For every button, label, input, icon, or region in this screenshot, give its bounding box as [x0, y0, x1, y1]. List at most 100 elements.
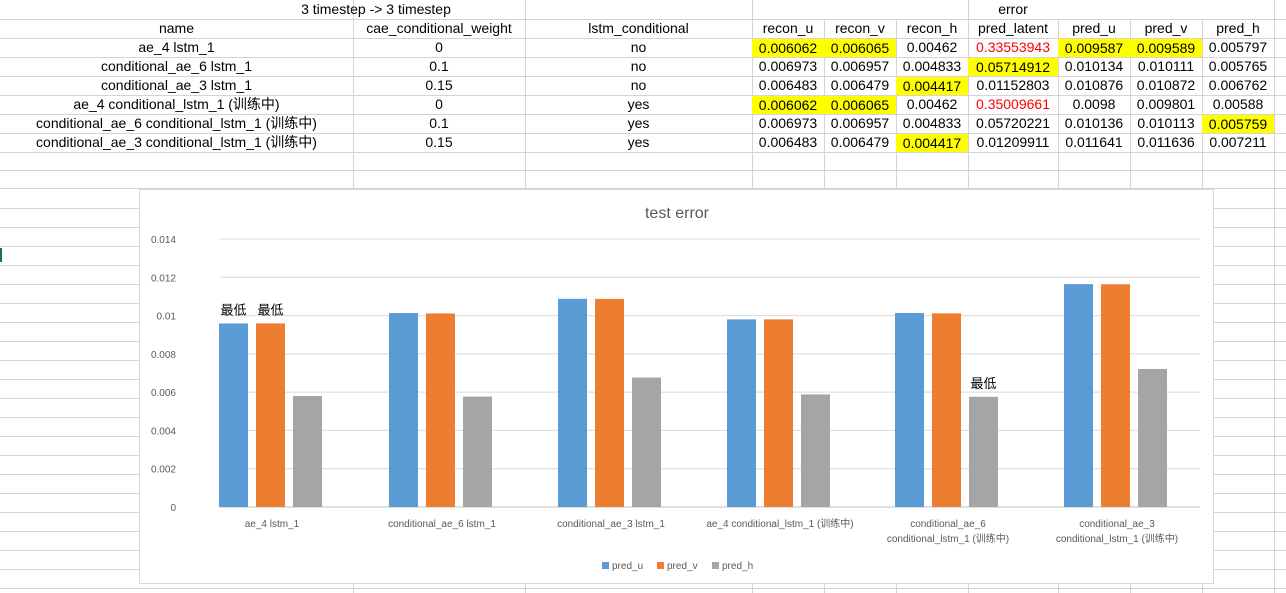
- table-cell[interactable]: ae_4 lstm_1: [138, 39, 215, 55]
- column-header-pred-h[interactable]: pred_h: [1216, 20, 1260, 36]
- table-cell[interactable]: yes: [627, 134, 650, 150]
- table-cell[interactable]: 0.010872: [1136, 77, 1196, 93]
- table-cell[interactable]: 0.009587: [1058, 39, 1130, 57]
- table-cell[interactable]: no: [630, 77, 647, 93]
- min-annotation-label: 最低: [220, 303, 246, 318]
- table-cell[interactable]: 0.006065: [824, 39, 896, 57]
- column-header-lstm-conditional[interactable]: lstm_conditional: [588, 20, 689, 36]
- bar-pred-h: [1138, 368, 1167, 507]
- x-category-label: conditional_ae_3 lstm_1: [557, 519, 665, 530]
- table-cell[interactable]: 0.010136: [1064, 115, 1124, 131]
- table-cell[interactable]: 0.010876: [1064, 77, 1124, 93]
- column-header-pred-v[interactable]: pred_v: [1144, 20, 1188, 36]
- table-cell[interactable]: 0.009589: [1130, 39, 1202, 57]
- table-cell[interactable]: 0.01209911: [976, 134, 1050, 150]
- table-cell[interactable]: 0.006483: [758, 77, 818, 93]
- y-tick-label: 0.002: [151, 465, 176, 476]
- table-cell[interactable]: 0.006062: [752, 39, 824, 57]
- table-cell[interactable]: 0.00462: [906, 96, 958, 112]
- legend-swatch-pred-v: [657, 562, 664, 569]
- table-cell[interactable]: 0.009801: [1136, 96, 1196, 112]
- table-cell[interactable]: 0.33553943: [976, 39, 1050, 55]
- group-title-cell[interactable]: 3 timestep -> 3 timestep: [301, 1, 451, 17]
- table-cell[interactable]: 0: [435, 39, 443, 55]
- table-cell[interactable]: 0.1: [429, 58, 449, 74]
- grid-vline: [1274, 0, 1275, 593]
- table-cell[interactable]: 0.004833: [902, 115, 962, 131]
- grid-hline: [0, 57, 1286, 58]
- table-cell[interactable]: 0.005759: [1202, 115, 1274, 133]
- table-cell[interactable]: 0.004833: [902, 58, 962, 74]
- table-cell[interactable]: yes: [627, 115, 650, 131]
- table-cell[interactable]: conditional_ae_3 conditional_lstm_1 (训练中…: [36, 134, 317, 150]
- column-header-pred-latent[interactable]: pred_latent: [977, 20, 1049, 36]
- table-cell[interactable]: 0.00588: [1212, 96, 1264, 112]
- y-tick-label: 0.014: [151, 235, 176, 246]
- table-cell[interactable]: 0.1: [429, 115, 449, 131]
- table-cell[interactable]: 0.15: [425, 134, 453, 150]
- table-cell[interactable]: 0.006483: [758, 134, 818, 150]
- bar-pred-u: [1064, 284, 1093, 507]
- grid-hline: [0, 114, 1286, 115]
- test-error-chart[interactable]: test error 0 0.002 0.004 0.006 0.008 0.01 0.012…: [139, 189, 1214, 584]
- table-cell[interactable]: 0.004417: [896, 77, 968, 95]
- x-category-label: conditional_ae_6 lstm_1: [388, 519, 496, 530]
- table-cell[interactable]: 0.006973: [758, 115, 818, 131]
- table-cell[interactable]: 0.007211: [1209, 134, 1267, 150]
- table-cell[interactable]: conditional_ae_3 lstm_1: [101, 77, 252, 93]
- grid-hline: [0, 133, 1286, 134]
- column-header-pred-u[interactable]: pred_u: [1072, 20, 1116, 36]
- table-cell[interactable]: 0.004417: [896, 134, 968, 152]
- table-cell[interactable]: 0.35009661: [976, 96, 1050, 112]
- chart-svg: test error 0 0.002 0.004 0.006 0.008 0.01 0.012…: [151, 205, 1200, 572]
- table-cell[interactable]: 0.05714912: [968, 58, 1058, 76]
- table-cell[interactable]: 0.006065: [824, 96, 896, 114]
- grid-hline: [0, 170, 1286, 171]
- table-cell[interactable]: 0.006762: [1208, 77, 1268, 93]
- bar-pred-v: [764, 319, 793, 507]
- bar-pred-v: [426, 313, 455, 507]
- table-cell[interactable]: no: [630, 58, 647, 74]
- table-cell[interactable]: 0: [435, 96, 443, 112]
- table-cell[interactable]: 0.006479: [830, 77, 890, 93]
- y-tick-label: 0.008: [151, 350, 176, 361]
- table-cell[interactable]: 0.006973: [758, 58, 818, 74]
- table-cell[interactable]: yes: [627, 96, 650, 112]
- bar-pred-h: [632, 377, 661, 507]
- table-cell[interactable]: 0.005765: [1208, 58, 1268, 74]
- table-cell[interactable]: ae_4 conditional_lstm_1 (训练中): [73, 96, 280, 112]
- table-cell[interactable]: 0.006062: [752, 96, 824, 114]
- table-cell[interactable]: 0.15: [425, 77, 453, 93]
- table-cell[interactable]: 0.006957: [830, 115, 890, 131]
- column-header-recon-h[interactable]: recon_h: [906, 20, 958, 36]
- table-cell[interactable]: 0.010111: [1137, 58, 1195, 74]
- table-cell[interactable]: no: [630, 39, 647, 55]
- column-header-recon-v[interactable]: recon_v: [835, 20, 885, 36]
- grid-hline: [0, 152, 1286, 153]
- table-cell[interactable]: 0.006957: [830, 58, 890, 74]
- table-cell[interactable]: 0.006479: [830, 134, 890, 150]
- table-cell[interactable]: 0.01152803: [976, 77, 1050, 93]
- table-cell[interactable]: 0.010134: [1064, 58, 1124, 74]
- table-cell[interactable]: conditional_ae_6 conditional_lstm_1 (训练中…: [36, 115, 317, 131]
- legend-label: pred_h: [722, 561, 753, 572]
- legend-label: pred_u: [612, 561, 643, 572]
- x-category-label: ae_4 lstm_1: [245, 519, 300, 530]
- table-cell[interactable]: 0.005797: [1208, 39, 1268, 55]
- table-cell[interactable]: 0.011636: [1137, 134, 1195, 150]
- bar-pred-u: [389, 313, 418, 507]
- table-cell[interactable]: 0.05720221: [976, 115, 1050, 131]
- table-cell[interactable]: 0.0098: [1072, 96, 1116, 112]
- y-tick-label: 0.004: [151, 426, 176, 437]
- min-annotation-label: 最低: [970, 377, 996, 392]
- column-header-name[interactable]: name: [158, 20, 195, 36]
- table-cell[interactable]: conditional_ae_6 lstm_1: [101, 58, 252, 74]
- table-cell[interactable]: 0.00462: [906, 39, 958, 55]
- column-header-cae-conditional-weight[interactable]: cae_conditional_weight: [366, 20, 512, 36]
- error-title-cell[interactable]: error: [998, 1, 1028, 17]
- table-cell[interactable]: 0.010113: [1137, 115, 1195, 131]
- grid-hline: [0, 38, 1286, 39]
- column-header-recon-u[interactable]: recon_u: [762, 20, 814, 36]
- chart-title: test error: [645, 205, 710, 222]
- table-cell[interactable]: 0.011641: [1065, 134, 1123, 150]
